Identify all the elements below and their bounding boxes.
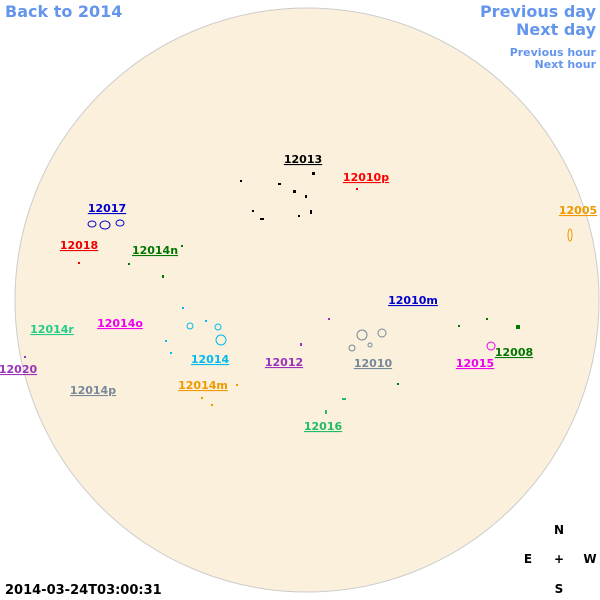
previous-hour-link[interactable]: Previous hour bbox=[510, 46, 597, 59]
previous-day-link[interactable]: Previous day bbox=[480, 2, 597, 21]
region-label: 12014o bbox=[97, 317, 143, 330]
compass-center: + bbox=[554, 552, 564, 566]
region-label: 12014m bbox=[178, 379, 228, 392]
region-label: 12014r bbox=[30, 323, 74, 336]
back-link[interactable]: Back to 2014 bbox=[5, 2, 122, 21]
compass-west: W bbox=[583, 552, 596, 566]
compass-north: N bbox=[554, 523, 564, 537]
region-label: 12012 bbox=[265, 356, 303, 369]
region-labels: 12013 12010p 12017 12005 12018 12014n 12010m 12… bbox=[0, 153, 597, 433]
compass-south: S bbox=[555, 582, 564, 596]
region-label: 12010 bbox=[354, 357, 393, 370]
region-label: 12010m bbox=[388, 294, 438, 307]
next-hour-link[interactable]: Next hour bbox=[535, 58, 597, 71]
region-label: 12005 bbox=[559, 204, 597, 217]
region-label: 12010p bbox=[343, 171, 389, 184]
region-label: 12015 bbox=[456, 357, 494, 370]
solar-disk bbox=[14, 7, 600, 593]
region-label: 12016 bbox=[304, 420, 343, 433]
region-label: 12014n bbox=[132, 244, 178, 257]
region-label: 12018 bbox=[60, 239, 98, 252]
region-label: 12014p bbox=[70, 384, 116, 397]
region-label: 12020 bbox=[0, 363, 37, 376]
region-label: 12017 bbox=[88, 202, 126, 215]
sunspots bbox=[24, 172, 573, 414]
region-label: 12008 bbox=[495, 346, 533, 359]
region-label: 12014 bbox=[191, 353, 230, 366]
region-label: 12013 bbox=[284, 153, 322, 166]
compass-east: E bbox=[524, 552, 532, 566]
timestamp: 2014-03-24T03:00:31 bbox=[5, 583, 162, 598]
next-day-link[interactable]: Next day bbox=[516, 20, 597, 39]
